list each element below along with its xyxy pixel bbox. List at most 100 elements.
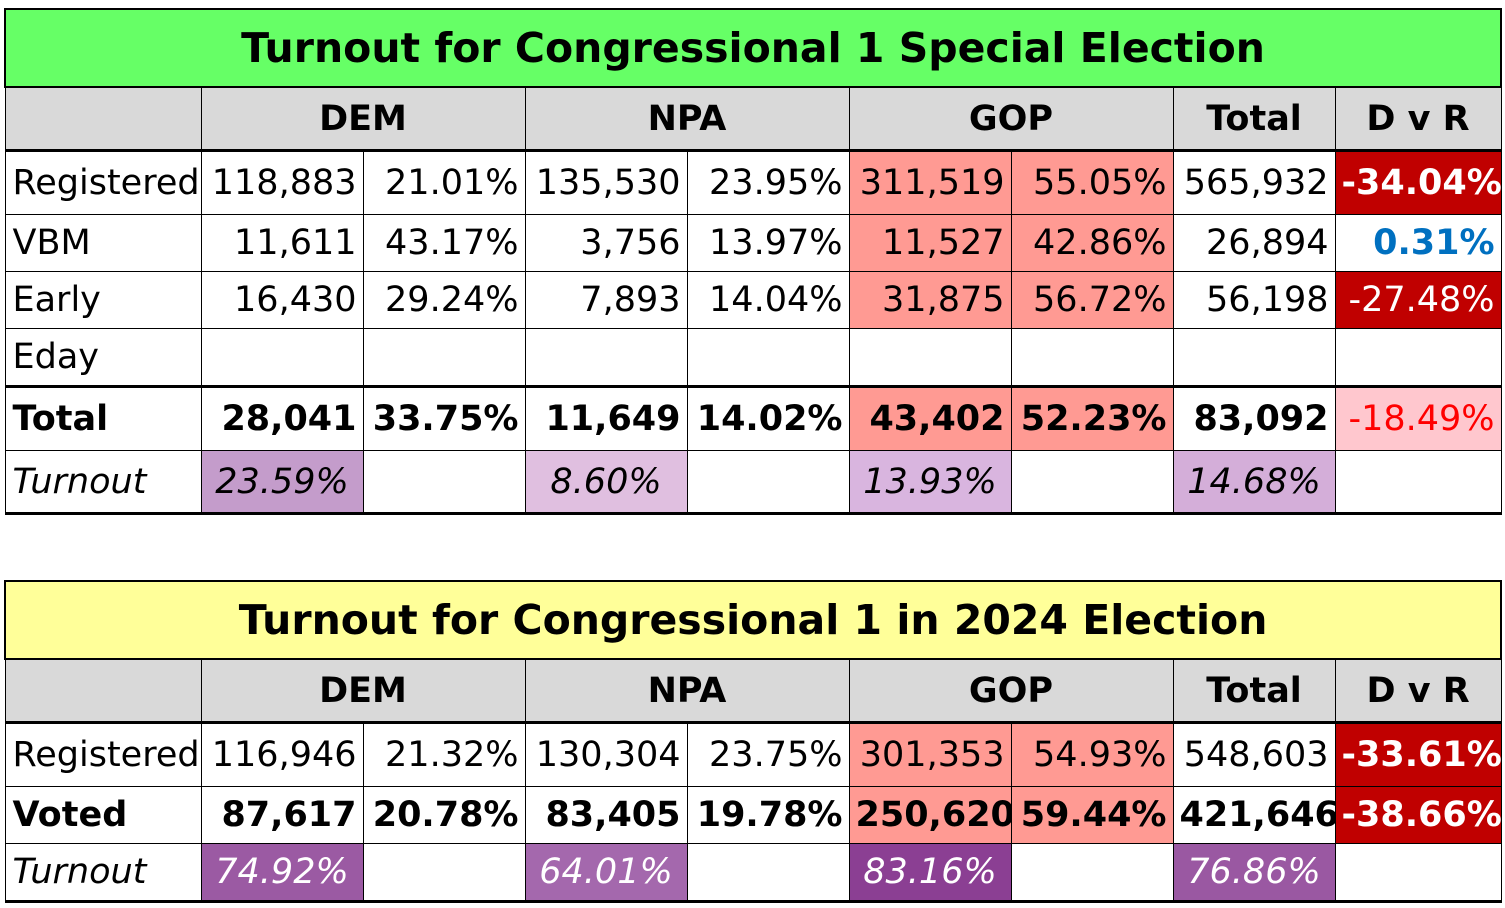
table-row: Registered 116,946 21.32% 130,304 23.75%…: [4, 721, 1502, 787]
dvr-value: -27.48%: [1334, 271, 1502, 329]
header-total: Total: [1172, 86, 1336, 151]
npa-pct: [686, 328, 850, 388]
row-label: Eday: [4, 328, 202, 388]
gop-count: 43,402: [848, 386, 1012, 451]
dem-pct: 20.78%: [362, 786, 526, 844]
table-row: VBM 11,611 43.17% 3,756 13.97% 11,527 42…: [4, 214, 1502, 272]
npa-count: 130,304: [524, 721, 688, 787]
dem-pct: 43.17%: [362, 214, 526, 272]
total-count: 26,894: [1172, 214, 1336, 272]
npa-turnout: 64.01%: [524, 843, 688, 903]
turnout-row: Turnout 23.59% 8.60% 13.93% 14.68%: [4, 450, 1502, 515]
row-label: Turnout: [4, 450, 202, 515]
npa-count: 7,893: [524, 271, 688, 329]
npa-count: 135,530: [524, 149, 688, 215]
header-gop: GOP: [848, 86, 1174, 151]
header-blank: [4, 86, 202, 151]
npa-count: 11,649: [524, 386, 688, 451]
header-total: Total: [1172, 658, 1336, 723]
row-label: Registered: [4, 721, 202, 787]
npa-count: 3,756: [524, 214, 688, 272]
row-label: Total: [4, 386, 202, 451]
header-dem: DEM: [200, 86, 526, 151]
total-turnout: 14.68%: [1172, 450, 1336, 515]
header-dvr: D v R: [1334, 86, 1502, 151]
npa-turnout: 8.60%: [524, 450, 688, 515]
table-row: Early 16,430 29.24% 7,893 14.04% 31,875 …: [4, 271, 1502, 329]
header-npa: NPA: [524, 658, 850, 723]
table-row: Total 28,041 33.75% 11,649 14.02% 43,402…: [4, 386, 1502, 451]
header-dem: DEM: [200, 658, 526, 723]
total-count: 83,092: [1172, 386, 1336, 451]
gop-turnout: 13.93%: [848, 450, 1012, 515]
dem-turnout: 74.92%: [200, 843, 364, 903]
dvr-value: -33.61%: [1334, 721, 1502, 787]
dvr-value: -34.04%: [1334, 149, 1502, 215]
table-title: Turnout for Congressional 1 Special Elec…: [3, 8, 1503, 88]
gop-pct: 42.86%: [1010, 214, 1174, 272]
empty-cell: [686, 450, 850, 515]
dem-count: 116,946: [200, 721, 364, 787]
header-blank: [4, 658, 202, 723]
dem-count: 11,611: [200, 214, 364, 272]
npa-count: 83,405: [524, 786, 688, 844]
dem-pct: 21.01%: [362, 149, 526, 215]
gop-pct: 52.23%: [1010, 386, 1174, 451]
npa-pct: 14.04%: [686, 271, 850, 329]
dem-pct: [362, 328, 526, 388]
empty-cell: [362, 843, 526, 903]
dvr-value: -38.66%: [1334, 786, 1502, 844]
special-election-table: Turnout for Congressional 1 Special Elec…: [3, 8, 1503, 515]
total-count: 421,646: [1172, 786, 1336, 844]
empty-cell: [1334, 843, 1502, 903]
dem-count: [200, 328, 364, 388]
npa-count: [524, 328, 688, 388]
total-count: 565,932: [1172, 149, 1336, 215]
empty-cell: [1334, 450, 1502, 515]
gop-count: 31,875: [848, 271, 1012, 329]
gop-pct: 56.72%: [1010, 271, 1174, 329]
gop-count: 311,519: [848, 149, 1012, 215]
total-turnout: 76.86%: [1172, 843, 1336, 903]
table-row: Voted 87,617 20.78% 83,405 19.78% 250,62…: [4, 786, 1502, 844]
dvr-value: [1334, 328, 1502, 388]
gop-count: [848, 328, 1012, 388]
table-title: Turnout for Congressional 1 in 2024 Elec…: [3, 580, 1503, 660]
gop-count: 301,353: [848, 721, 1012, 787]
gop-pct: 59.44%: [1010, 786, 1174, 844]
gop-pct: 55.05%: [1010, 149, 1174, 215]
row-label: Voted: [4, 786, 202, 844]
header-gop: GOP: [848, 658, 1174, 723]
dem-pct: 29.24%: [362, 271, 526, 329]
gop-turnout: 83.16%: [848, 843, 1012, 903]
row-label: VBM: [4, 214, 202, 272]
total-count: 56,198: [1172, 271, 1336, 329]
dvr-value: -18.49%: [1334, 386, 1502, 451]
row-label: Registered: [4, 149, 202, 215]
gop-pct: 54.93%: [1010, 721, 1174, 787]
table-row: Registered 118,883 21.01% 135,530 23.95%…: [4, 149, 1502, 215]
table-row: Eday: [4, 328, 1502, 388]
total-count: 548,603: [1172, 721, 1336, 787]
empty-cell: [362, 450, 526, 515]
empty-cell: [1010, 450, 1174, 515]
npa-pct: 23.95%: [686, 149, 850, 215]
header-npa: NPA: [524, 86, 850, 151]
dem-count: 87,617: [200, 786, 364, 844]
empty-cell: [686, 843, 850, 903]
row-label: Turnout: [4, 843, 202, 903]
dem-count: 16,430: [200, 271, 364, 329]
dem-count: 28,041: [200, 386, 364, 451]
npa-pct: 23.75%: [686, 721, 850, 787]
dem-pct: 21.32%: [362, 721, 526, 787]
election-2024-table: Turnout for Congressional 1 in 2024 Elec…: [3, 580, 1503, 903]
total-count: [1172, 328, 1336, 388]
gop-count: 250,620: [848, 786, 1012, 844]
gop-count: 11,527: [848, 214, 1012, 272]
gop-pct: [1010, 328, 1174, 388]
turnout-row: Turnout 74.92% 64.01% 83.16% 76.86%: [4, 843, 1502, 903]
row-label: Early: [4, 271, 202, 329]
dem-pct: 33.75%: [362, 386, 526, 451]
dem-turnout: 23.59%: [200, 450, 364, 515]
npa-pct: 14.02%: [686, 386, 850, 451]
